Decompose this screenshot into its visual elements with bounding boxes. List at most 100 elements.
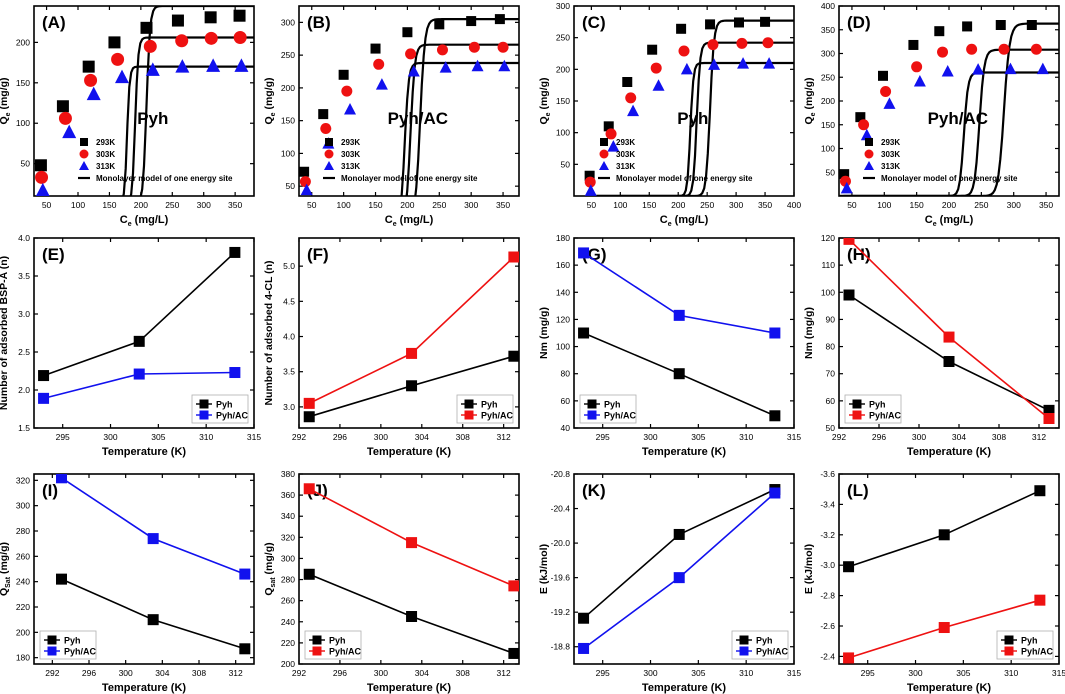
data-point: [239, 643, 251, 655]
x-axis-label-sub: e: [393, 221, 397, 228]
x-tick-label: 308: [992, 432, 1006, 442]
x-tick-label: 304: [155, 668, 169, 678]
y-axis-label: Nm (mg/g): [803, 307, 815, 359]
y-tick-label: 250: [821, 72, 835, 82]
plot-area: [584, 16, 794, 196]
data-point: [678, 45, 690, 57]
y-tick-label: -2.6: [820, 621, 835, 631]
y-axis-label: QSat (mg/g): [0, 542, 12, 596]
legend-label: Pyh/AC: [216, 411, 249, 421]
x-tick-label: 100: [337, 200, 351, 210]
x-tick-label: 200: [942, 200, 956, 210]
plot-area: [303, 251, 519, 423]
y-tick-label: 250: [281, 50, 295, 60]
data-point: [175, 59, 190, 73]
plot-area: [56, 474, 251, 655]
data-point: [38, 370, 50, 382]
legend-label: 293K: [341, 138, 360, 147]
data-point: [402, 27, 413, 38]
y-tick-label: 400: [821, 1, 835, 11]
y-tick-label: 50: [286, 181, 296, 191]
data-point: [972, 63, 985, 75]
data-point: [344, 103, 357, 115]
x-axis-label-sub: e: [128, 221, 132, 228]
data-point: [647, 44, 658, 55]
data-point: [239, 568, 251, 580]
fit-curve-313K: [400, 61, 519, 196]
y-axis-label: Number of adsorbed 4-CL (n): [263, 260, 275, 405]
fit-curve-293K: [587, 19, 794, 196]
y-axis-label: Nm (mg/g): [538, 307, 550, 359]
y-tick-label: 50: [826, 167, 836, 177]
y-tick-label: -20.0: [551, 538, 571, 548]
data-point: [1030, 43, 1042, 55]
legend-label: 303K: [616, 150, 635, 159]
panel-label: (H): [847, 245, 871, 264]
y-tick-label: 50: [826, 423, 836, 433]
data-point: [839, 175, 851, 187]
legend-label: Pyh/AC: [481, 411, 514, 421]
x-tick-label: 308: [192, 668, 206, 678]
panel-K: 295 300 305 310 315 -18.8 -19.2 -19.6 -20.0 -20.4…: [538, 469, 801, 694]
data-point: [434, 19, 445, 30]
data-point: [229, 367, 241, 379]
x-tick-label: 295: [596, 432, 610, 442]
x-axis-label: Temperature (K): [642, 446, 726, 458]
legend-marker: [325, 138, 333, 146]
x-tick-label: 305: [151, 432, 165, 442]
x-tick-label: 310: [1004, 668, 1018, 678]
legend-label: 293K: [616, 138, 635, 147]
data-point: [303, 483, 315, 495]
y-tick-label: 360: [281, 490, 295, 500]
data-point: [607, 140, 620, 152]
data-point: [145, 62, 160, 76]
data-point: [769, 410, 781, 422]
y-tick-label: 100: [821, 144, 835, 154]
legend-marker: [587, 399, 597, 409]
y-tick-label: 160: [556, 260, 570, 270]
x-tick-label: 300: [197, 200, 211, 210]
legend-marker: [47, 635, 57, 645]
data-point: [843, 289, 855, 301]
legend-marker: [324, 161, 334, 170]
panel-A: 50 100 150 200 250 300 350 50 100 150 200 Ce (mg/L)…: [0, 5, 255, 228]
y-tick-label: -3.0: [820, 560, 835, 570]
x-tick-label: 50: [42, 200, 52, 210]
y-axis-label: Number of adsorbed BSP-A (n): [0, 256, 10, 410]
data-point: [58, 111, 72, 125]
data-point: [840, 181, 853, 194]
plot-area: [303, 483, 519, 659]
data-point: [303, 568, 315, 580]
y-tick-label: 280: [16, 526, 30, 536]
y-tick-label: 280: [281, 575, 295, 585]
legend-label: Pyh/AC: [1021, 647, 1054, 657]
data-point: [769, 327, 781, 339]
legend-label: Monolayer model of one energy site: [96, 174, 233, 183]
plot-area: [578, 247, 781, 422]
x-tick-label: 304: [415, 668, 429, 678]
plot-area: [578, 484, 781, 654]
data-point: [439, 61, 452, 73]
legend-marker: [47, 646, 57, 656]
data-point: [508, 647, 519, 659]
data-point: [299, 176, 311, 188]
legend-marker: [312, 635, 322, 645]
y-axis-label-tail: (mg/g): [538, 77, 550, 112]
data-point: [578, 327, 590, 339]
x-tick-label: 350: [496, 200, 510, 210]
panel-annotation: Pyh/AC: [388, 109, 448, 128]
data-point: [650, 62, 662, 74]
y-axis-label-sub: e: [5, 112, 12, 116]
y-tick-label: 350: [821, 25, 835, 35]
data-point: [1036, 62, 1049, 75]
y-axis-label-sub: e: [545, 112, 552, 116]
legend-label: Monolayer model of one energy site: [616, 174, 753, 183]
x-tick-label: 312: [497, 432, 511, 442]
x-axis-label: Temperature (K): [102, 682, 186, 694]
y-axis-label-tail: (mg/g): [0, 77, 10, 112]
data-point: [471, 59, 484, 72]
x-axis-label: Temperature (K): [102, 446, 186, 458]
y-axis-label: Qe (mg/g): [0, 77, 12, 124]
legend-label: 313K: [341, 162, 360, 171]
